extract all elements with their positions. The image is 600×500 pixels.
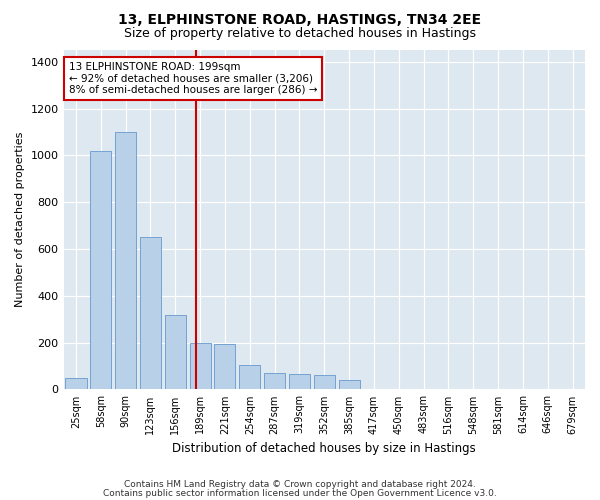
Bar xyxy=(214,344,235,390)
Bar xyxy=(65,378,86,390)
X-axis label: Distribution of detached houses by size in Hastings: Distribution of detached houses by size … xyxy=(172,442,476,455)
Text: Size of property relative to detached houses in Hastings: Size of property relative to detached ho… xyxy=(124,28,476,40)
Bar xyxy=(289,374,310,390)
Bar xyxy=(190,342,211,390)
Bar xyxy=(115,132,136,390)
Bar xyxy=(239,365,260,390)
Bar xyxy=(90,150,112,390)
Text: Contains HM Land Registry data © Crown copyright and database right 2024.: Contains HM Land Registry data © Crown c… xyxy=(124,480,476,489)
Bar xyxy=(140,238,161,390)
Text: Contains public sector information licensed under the Open Government Licence v3: Contains public sector information licen… xyxy=(103,488,497,498)
Bar xyxy=(314,376,335,390)
Bar xyxy=(338,380,359,390)
Text: 13, ELPHINSTONE ROAD, HASTINGS, TN34 2EE: 13, ELPHINSTONE ROAD, HASTINGS, TN34 2EE xyxy=(118,12,482,26)
Text: 13 ELPHINSTONE ROAD: 199sqm
← 92% of detached houses are smaller (3,206)
8% of s: 13 ELPHINSTONE ROAD: 199sqm ← 92% of det… xyxy=(69,62,317,95)
Bar xyxy=(165,314,186,390)
Y-axis label: Number of detached properties: Number of detached properties xyxy=(15,132,25,308)
Bar xyxy=(264,373,285,390)
